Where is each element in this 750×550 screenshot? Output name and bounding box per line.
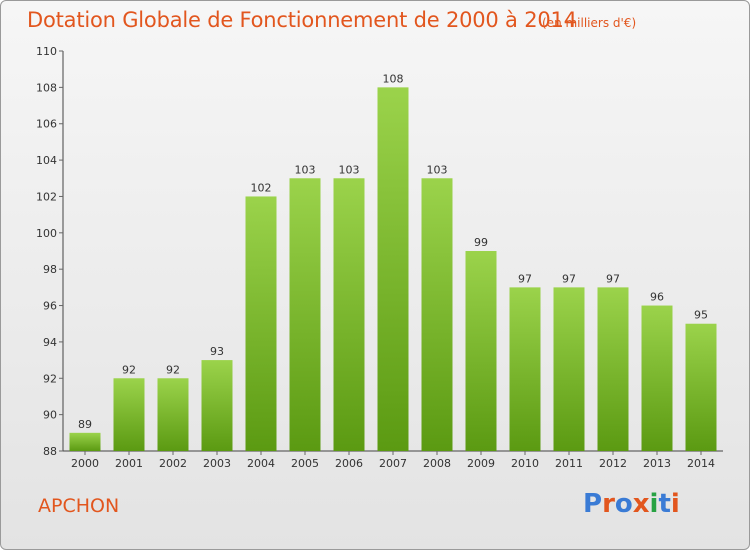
bar-2014 <box>685 323 717 451</box>
y-tick-label: 106 <box>36 118 57 131</box>
x-tick-label: 2003 <box>203 457 231 470</box>
y-tick-label: 94 <box>43 336 57 349</box>
y-tick-label: 108 <box>36 81 57 94</box>
bar-value-label: 92 <box>166 363 180 376</box>
bar-2013 <box>641 305 673 451</box>
x-tick-label: 2014 <box>687 457 715 470</box>
x-tick-label: 2007 <box>379 457 407 470</box>
y-tick-label: 88 <box>43 445 57 458</box>
bar-value-label: 108 <box>383 72 404 85</box>
logo-letter: r <box>602 489 615 519</box>
x-tick-label: 2010 <box>511 457 539 470</box>
bar-value-label: 92 <box>122 363 136 376</box>
bar-2006 <box>333 178 365 452</box>
bar-value-label: 103 <box>295 163 316 176</box>
y-tick-label: 104 <box>36 154 57 167</box>
y-tick-label: 98 <box>43 263 57 276</box>
y-tick-label: 96 <box>43 300 57 313</box>
bar-2003 <box>201 360 233 451</box>
x-tick-label: 2004 <box>247 457 275 470</box>
bar-2002 <box>157 378 189 451</box>
logo-letter: P <box>583 489 603 519</box>
bar-2004 <box>245 196 277 451</box>
x-tick-label: 2013 <box>643 457 671 470</box>
bar-2000 <box>69 432 101 451</box>
bar-value-label: 103 <box>427 163 448 176</box>
logo-letter: i <box>670 489 680 519</box>
logo-letter: o <box>614 489 633 519</box>
bar-2001 <box>113 378 145 451</box>
x-tick-label: 2009 <box>467 457 495 470</box>
x-tick-label: 2008 <box>423 457 451 470</box>
logo-letter: i <box>649 489 659 519</box>
x-tick-label: 2006 <box>335 457 363 470</box>
bar-2011 <box>553 287 585 451</box>
x-tick-label: 2001 <box>115 457 143 470</box>
bar-value-label: 89 <box>78 418 92 431</box>
bar-2010 <box>509 287 541 451</box>
y-tick-label: 100 <box>36 227 57 240</box>
x-tick-label: 2011 <box>555 457 583 470</box>
y-tick-label: 92 <box>43 372 57 385</box>
chart-subtitle: (en milliers d'€) <box>542 16 637 30</box>
bar-2012 <box>597 287 629 451</box>
x-tick-label: 2012 <box>599 457 627 470</box>
commune-name: APCHON <box>38 495 120 517</box>
chart-title: Dotation Globale de Fonctionnement de 20… <box>27 8 577 32</box>
bar-2008 <box>421 178 453 452</box>
logo-letter: x <box>632 489 650 519</box>
x-tick-label: 2005 <box>291 457 319 470</box>
bar-2005 <box>289 178 321 452</box>
y-tick-label: 110 <box>36 45 57 58</box>
bar-value-label: 96 <box>650 291 664 304</box>
y-tick-label: 102 <box>36 190 57 203</box>
bar-value-label: 99 <box>474 236 488 249</box>
bar-value-label: 93 <box>210 345 224 358</box>
bar-value-label: 102 <box>251 181 272 194</box>
bar-2009 <box>465 251 497 451</box>
proxiti-logo: Proxiti <box>583 489 680 519</box>
x-tick-label: 2000 <box>71 457 99 470</box>
bar-value-label: 103 <box>339 163 360 176</box>
bar-2007 <box>377 87 409 451</box>
bar-value-label: 97 <box>518 272 532 285</box>
bar-value-label: 97 <box>606 272 620 285</box>
y-tick-label: 90 <box>43 409 57 422</box>
bar-value-label: 95 <box>694 309 708 322</box>
x-tick-label: 2002 <box>159 457 187 470</box>
bar-value-label: 97 <box>562 272 576 285</box>
logo-letter: t <box>658 489 671 519</box>
